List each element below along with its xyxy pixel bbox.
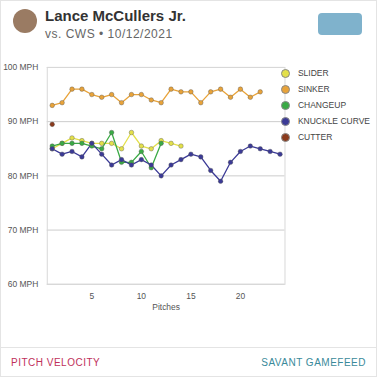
svg-text:70 MPH: 70 MPH [8, 225, 38, 235]
svg-text:5: 5 [89, 291, 94, 301]
svg-text:15: 15 [186, 291, 196, 301]
html-text:PITCH VELOCITY: PITCH VELOCITY [11, 357, 101, 368]
svg-text:20: 20 [236, 291, 246, 301]
svg-text:60 MPH: 60 MPH [8, 279, 38, 289]
html-text:vs. CWS • 10/12/2021: vs. CWS • 10/12/2021 [45, 27, 173, 41]
html-text:CUTTER: CUTTER [297, 132, 333, 142]
svg-text:10: 10 [137, 291, 147, 301]
svg-text:90 MPH: 90 MPH [8, 116, 38, 126]
html-text:Lance McCullers Jr.: Lance McCullers Jr. [45, 7, 186, 24]
svg-text:100 MPH: 100 MPH [3, 62, 38, 72]
html-text:CHANGEUP: CHANGEUP [297, 100, 347, 110]
svg-text:80 MPH: 80 MPH [8, 171, 38, 181]
html-text:SINKER: SINKER [297, 84, 330, 94]
html-text:KNUCKLE CURVE: KNUCKLE CURVE [297, 116, 370, 126]
html-text:SAVANT GAMEFEED: SAVANT GAMEFEED [261, 357, 366, 368]
svg-text:Pitches: Pitches [152, 302, 180, 312]
html-text:SLIDER: SLIDER [297, 68, 329, 78]
